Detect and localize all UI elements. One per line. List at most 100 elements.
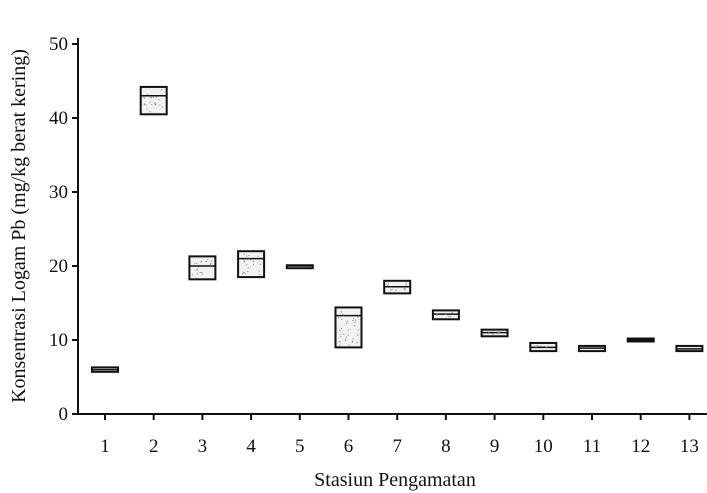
box-station-11 <box>578 344 606 353</box>
x-tick-label: 6 <box>344 436 354 457</box>
box-texture-dot <box>338 329 341 331</box>
box-texture-dot <box>390 289 392 291</box>
box-texture-dot <box>153 96 155 98</box>
box-texture-dot <box>151 103 153 106</box>
x-tick-label: 4 <box>246 436 256 457</box>
box-texture-dot <box>340 336 342 338</box>
x-tick-label: 5 <box>295 436 305 457</box>
box-texture-dot <box>159 104 161 106</box>
box-station-1 <box>91 366 119 373</box>
box-texture-dot <box>247 267 249 269</box>
box-texture-dot <box>352 317 355 320</box>
x-tick-label: 10 <box>534 436 553 457</box>
box-texture-dot <box>209 263 211 265</box>
box-texture-dot <box>242 272 244 275</box>
box-rect <box>188 255 217 281</box>
box-texture-dot <box>540 345 542 347</box>
box-texture-dot <box>535 347 537 349</box>
x-tick-label: 11 <box>583 436 601 457</box>
box-texture-dot <box>445 313 447 316</box>
box-texture-dot <box>341 327 343 329</box>
box-texture-dot <box>196 269 198 271</box>
box-texture-dot <box>197 266 200 268</box>
plot-area <box>77 38 707 415</box>
box-texture-dot <box>404 289 406 291</box>
box-texture-dot <box>345 322 348 324</box>
box-texture-dot <box>357 334 359 336</box>
box-texture-dot <box>405 284 407 286</box>
box-texture-dot <box>250 259 252 261</box>
box-texture-dot <box>149 101 151 103</box>
box-texture-dot <box>537 345 540 348</box>
box-texture-dot <box>258 270 260 272</box>
box-texture-dot <box>161 88 163 91</box>
box-texture-dot <box>196 262 198 264</box>
box-texture-dot <box>243 260 245 262</box>
box-texture-dot <box>205 260 207 263</box>
box-texture-dot <box>357 329 359 331</box>
box-texture-dot <box>386 284 389 286</box>
box-rect <box>139 85 168 116</box>
box-texture-dot <box>387 283 390 285</box>
box-texture-dot <box>436 314 438 316</box>
box-texture-dot <box>353 325 355 327</box>
box-texture-dot <box>341 318 343 320</box>
box-texture-dot <box>545 346 547 348</box>
box-station-13 <box>675 344 704 353</box>
box-texture-dot <box>144 97 146 99</box>
box-texture-dot <box>533 345 535 347</box>
y-axis-ticks: 0 10 20 30 40 50 <box>49 34 78 425</box>
box-texture-dot <box>449 315 451 318</box>
box-texture-dot <box>339 344 341 346</box>
box-texture-dot <box>347 329 349 331</box>
box-station-7 <box>383 279 412 295</box>
box-texture-dot <box>340 333 342 335</box>
x-tick-label: 1 <box>100 436 110 457</box>
box-station-12 <box>626 337 655 343</box>
box-texture-dot <box>154 104 156 106</box>
x-tick-label: 8 <box>441 436 451 457</box>
box-texture-dot <box>391 288 393 291</box>
box-texture-dot <box>145 104 147 106</box>
box-texture-dot <box>347 334 349 336</box>
box-rect <box>334 306 363 349</box>
box-texture-dot <box>149 111 151 113</box>
box-texture-dot <box>201 273 203 275</box>
y-tick-label: 20 <box>49 256 68 277</box>
box-texture-dot <box>149 97 151 99</box>
y-tick-label: 0 <box>59 404 69 425</box>
box-texture-dot <box>244 273 246 275</box>
box-texture-dot <box>343 333 345 335</box>
box-texture-dot <box>244 261 246 263</box>
y-tick-label: 30 <box>49 182 68 203</box>
x-tick-label: 3 <box>198 436 208 457</box>
box-texture-dot <box>498 331 500 334</box>
box-texture-dot <box>447 315 449 318</box>
box-texture-dot <box>246 255 248 257</box>
x-axis-ticks: 1 2 3 4 5 6 7 8 9 10 11 12 13 <box>100 414 699 457</box>
box-texture-dot <box>210 260 213 262</box>
box-texture-dot <box>252 260 254 262</box>
box-texture-dot <box>354 319 357 321</box>
box-station-8 <box>431 309 460 321</box>
box-texture-dot <box>200 261 202 263</box>
x-tick-label: 9 <box>490 436 500 457</box>
box-texture-dot <box>143 97 145 99</box>
box-texture-dot <box>248 254 250 257</box>
box-texture-dot <box>352 338 354 340</box>
box-texture-dot <box>354 321 356 324</box>
box-texture-dot <box>354 315 357 317</box>
x-tick-label: 7 <box>392 436 402 457</box>
box-texture-dot <box>209 266 212 268</box>
box-texture-dot <box>243 254 245 256</box>
box-texture-dot <box>395 289 397 291</box>
box-texture-dot <box>199 271 201 274</box>
y-tick-label: 50 <box>49 34 68 55</box>
box-texture-dot <box>194 263 196 265</box>
box-texture-dot <box>346 320 348 322</box>
box-texture-dot <box>143 103 145 105</box>
box-texture-dot <box>345 339 347 341</box>
box-texture-dot <box>257 255 259 257</box>
box-texture-dot <box>150 96 153 99</box>
